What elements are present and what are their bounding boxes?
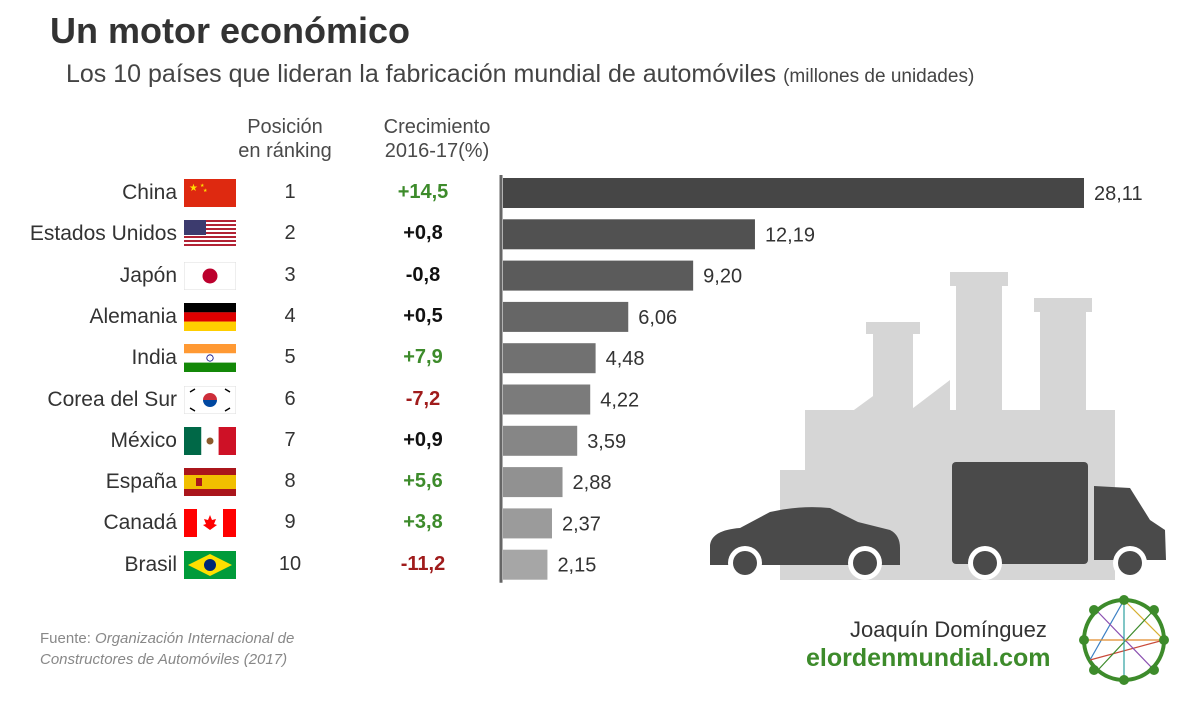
growth-value: +14,5 <box>397 181 449 203</box>
bar-value-label: 2,37 <box>562 513 601 535</box>
bar <box>503 508 552 539</box>
india-flag-icon <box>184 344 236 373</box>
rank-column-header: Posición en ránking <box>225 115 345 163</box>
chart-title: Un motor económico <box>50 10 411 51</box>
rank-value: 3 <box>284 263 296 286</box>
rank-value: 1 <box>284 181 296 203</box>
bar-value-label: 28,11 <box>1094 183 1143 205</box>
bar <box>503 343 596 374</box>
source-prefix: Fuente: <box>40 630 91 647</box>
bar-value-label: 4,48 <box>606 348 645 370</box>
bar <box>503 178 1084 208</box>
bar-value-label: 2,15 <box>557 555 596 577</box>
car-illustration <box>710 507 900 565</box>
bar-value-label: 3,59 <box>587 431 626 453</box>
rank-header-line2: en ránking <box>238 140 332 162</box>
truck-illustration <box>952 462 1166 564</box>
rank-value: 8 <box>284 470 296 493</box>
rank-header-line1: Posición <box>247 116 323 138</box>
growth-column-header: Crecimiento 2016-17(%) <box>362 115 512 163</box>
source-line2: Constructores de Automóviles (2017) <box>40 651 288 668</box>
growth-value: +3,8 <box>403 511 443 534</box>
chart-subtitle: Los 10 países que lideran la fabricación… <box>66 60 974 89</box>
bar-value-label: 12,19 <box>765 224 815 246</box>
subtitle-text: Los 10 países que lideran la fabricación… <box>66 60 777 88</box>
country-label: Japón <box>119 263 177 287</box>
bar-value-label: 4,22 <box>600 390 639 412</box>
mexico-flag-icon <box>184 426 236 455</box>
germany-flag-icon <box>184 302 236 331</box>
country-label: China <box>122 181 177 204</box>
svg-text:★: ★ <box>189 183 198 194</box>
canada-flag-icon <box>184 509 236 538</box>
growth-value: +7,9 <box>403 346 443 369</box>
bar <box>503 260 694 291</box>
growth-value: +5,6 <box>403 470 443 493</box>
author-name: Joaquín Domínguez <box>850 617 1047 642</box>
rank-value: 9 <box>284 511 296 534</box>
bar <box>503 549 548 580</box>
rank-value: 5 <box>284 346 296 369</box>
svg-text:★: ★ <box>203 188 208 194</box>
bar <box>503 425 578 456</box>
brazil-flag-icon <box>184 550 236 579</box>
country-label: México <box>110 428 177 452</box>
rank-value: 6 <box>284 387 296 410</box>
svg-text:★: ★ <box>200 183 205 189</box>
elordenmundial-logo-icon <box>1079 595 1169 685</box>
growth-value: +0,9 <box>403 428 443 451</box>
china-flag-icon: ★ ★★ <box>184 179 236 207</box>
country-label: Corea del Sur <box>47 387 177 411</box>
country-label: España <box>105 470 177 494</box>
site-name: elordenmundial.com <box>806 644 1051 672</box>
bar <box>503 219 755 250</box>
growth-value: +0,5 <box>403 304 443 327</box>
rank-value: 4 <box>284 304 296 327</box>
growth-header-line2: 2016-17(%) <box>384 140 490 162</box>
rank-value: 2 <box>284 222 296 245</box>
country-label: India <box>131 346 177 370</box>
south-korea-flag-icon <box>184 385 236 414</box>
country-label: Canadá <box>103 511 177 535</box>
country-label: Brasil <box>124 552 177 576</box>
bar-value-label: 2,88 <box>573 472 612 494</box>
growth-value: +0,8 <box>403 222 443 245</box>
spain-flag-icon <box>184 468 236 497</box>
bar <box>503 467 563 498</box>
growth-value: -0,8 <box>405 263 441 286</box>
source-line1: Organización Internacional de <box>95 630 295 647</box>
bar <box>503 301 629 332</box>
japan-flag-icon <box>184 261 236 290</box>
growth-value: -7,2 <box>405 387 441 410</box>
bar <box>503 384 591 415</box>
growth-header-line1: Crecimiento <box>383 116 491 138</box>
country-label: Estados Unidos <box>29 222 177 246</box>
unit-label: (millones de unidades) <box>783 66 975 87</box>
country-label: Alemania <box>89 304 177 328</box>
usa-flag-icon <box>184 220 236 249</box>
source-note: Fuente: Organización Internacional de Co… <box>40 628 294 670</box>
growth-value: -11,2 <box>400 552 446 575</box>
bar-value-label: 6,06 <box>638 307 677 329</box>
rank-value: 10 <box>278 552 302 575</box>
bar-value-label: 9,20 <box>703 266 742 288</box>
rank-value: 7 <box>284 428 296 451</box>
